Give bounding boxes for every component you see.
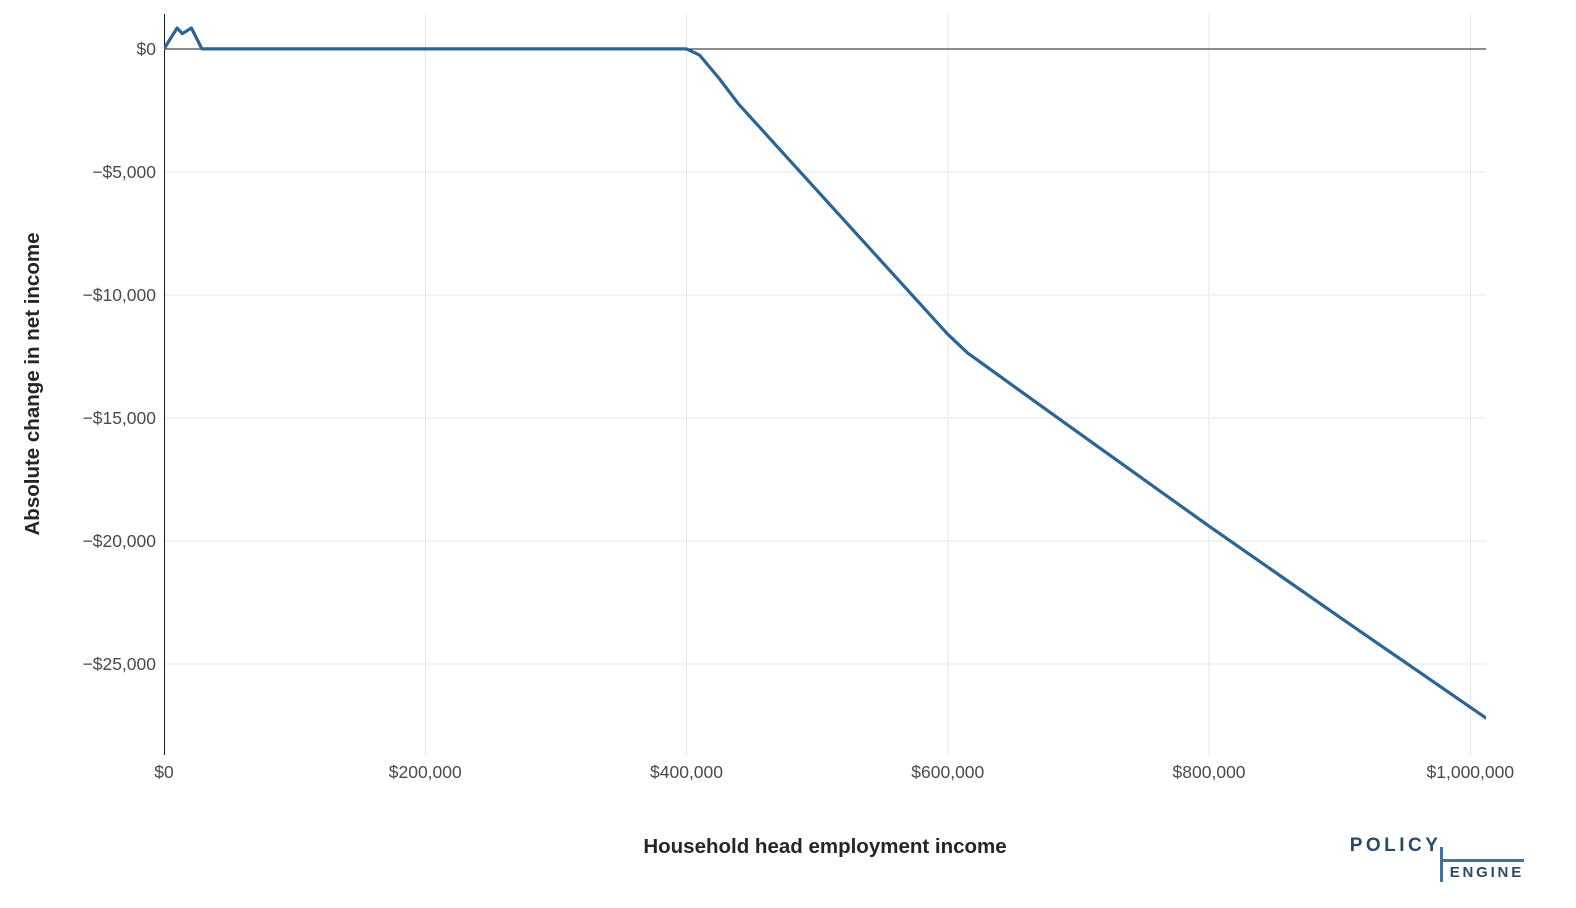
y-tick-label: −$25,000 xyxy=(82,653,156,674)
logo-engine-text: ENGINE xyxy=(1439,847,1524,882)
x-tick-label: $200,000 xyxy=(388,762,462,782)
logo-policy-text: POLICY xyxy=(1349,835,1442,856)
x-tick-label: $600,000 xyxy=(911,762,985,782)
y-tick-label: $0 xyxy=(136,38,156,59)
chart-plot-area[interactable] xyxy=(162,14,1488,755)
y-tick-label: −$20,000 xyxy=(82,530,156,551)
x-tick-label: $1,000,000 xyxy=(1426,762,1515,782)
x-axis-title: Household head employment income xyxy=(643,835,1007,858)
chart-svg xyxy=(162,14,1488,755)
y-axis-tick-labels: $0 −$5,000 −$10,000 −$15,000 −$20,000 −$25,00… xyxy=(0,0,156,908)
y-tick-label: −$15,000 xyxy=(82,407,156,428)
policyengine-logo: POLICY ENGINE xyxy=(1350,835,1524,882)
y-tick-label: −$10,000 xyxy=(82,284,156,305)
x-tick-label: $400,000 xyxy=(650,762,724,782)
x-tick-label: $0 xyxy=(154,762,174,782)
net-income-line xyxy=(162,26,1488,720)
y-tick-label: −$5,000 xyxy=(92,161,156,182)
x-axis-tick-labels: $0 $200,000 $400,000 $600,000 $800,000 $1,000… xyxy=(0,762,1576,788)
x-tick-label: $800,000 xyxy=(1172,762,1246,782)
